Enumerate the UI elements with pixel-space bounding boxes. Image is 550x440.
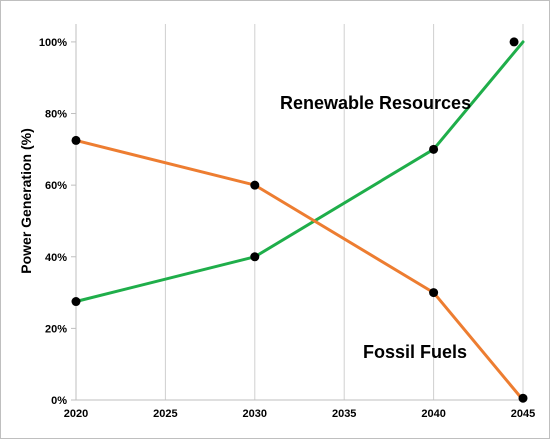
- annotation-renewable-resources: Renewable Resources: [280, 93, 471, 113]
- y-tick-label-60: 60%: [45, 180, 67, 192]
- x-tick-label-2025: 2025: [153, 408, 177, 420]
- data-point-renewable-resources-0: [71, 297, 81, 307]
- y-tick-label-40: 40%: [45, 252, 67, 264]
- x-tick-label-2020: 2020: [64, 408, 88, 420]
- y-tick-label-80: 80%: [45, 109, 67, 121]
- data-point-renewable-resources-2: [429, 144, 439, 154]
- data-point-renewable-resources-1: [250, 252, 260, 262]
- grid-lines: [164, 24, 524, 400]
- data-point-fossil-fuels-1: [250, 180, 260, 190]
- series-line-renewable-resources: [74, 40, 525, 303]
- data-point-fossil-fuels-0: [71, 135, 81, 145]
- x-tick-label-2035: 2035: [332, 408, 356, 420]
- y-axis-label: Power Generation (%): [18, 128, 34, 273]
- series-points: [71, 37, 528, 403]
- series-line-fossil-fuels: [74, 138, 525, 402]
- y-tick-label-0: 0%: [51, 395, 67, 407]
- data-point-fossil-fuels-2: [429, 288, 439, 298]
- data-point-fossil-fuels-3: [518, 393, 528, 403]
- axes: [71, 24, 523, 401]
- x-tick-label-2045: 2045: [511, 408, 535, 420]
- x-tick-label-2030: 2030: [243, 408, 267, 420]
- x-tick-label-2040: 2040: [421, 408, 445, 420]
- series-lines: [74, 40, 525, 402]
- y-tick-label-20: 20%: [45, 323, 67, 335]
- annotation-fossil-fuels: Fossil Fuels: [363, 342, 467, 362]
- tick-labels: 2020 2025 2030 2035 2040 2045 0% 20% 40% 60% 80% 10…: [39, 37, 535, 420]
- data-point-renewable-resources-3: [509, 37, 519, 47]
- y-tick-label-100: 100%: [39, 37, 67, 49]
